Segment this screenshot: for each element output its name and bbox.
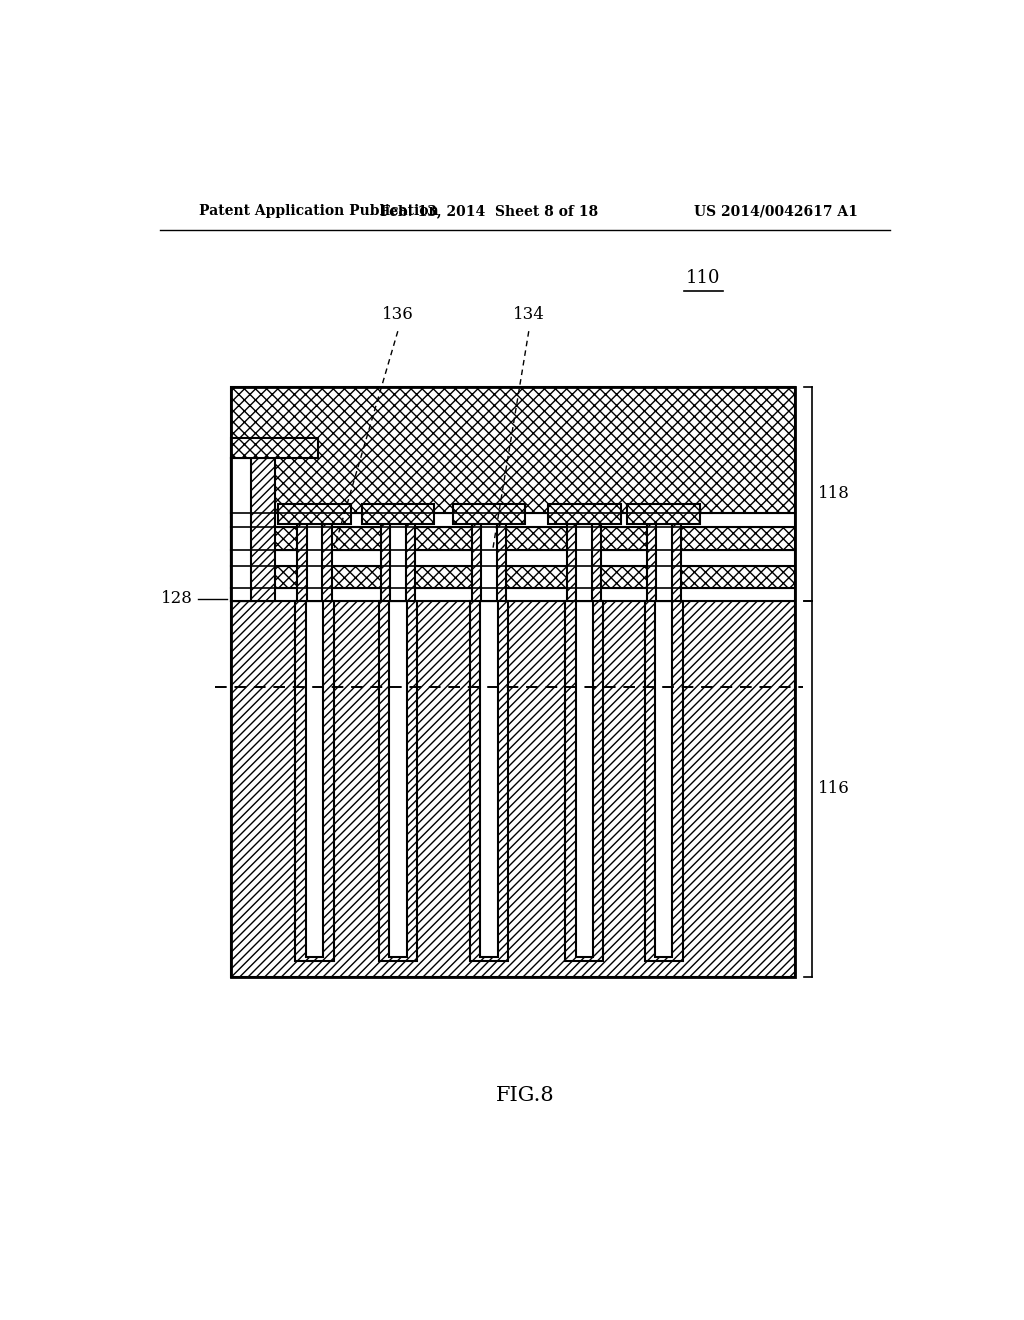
Polygon shape (390, 524, 406, 601)
Text: Feb. 13, 2014  Sheet 8 of 18: Feb. 13, 2014 Sheet 8 of 18 (380, 205, 598, 218)
Polygon shape (655, 601, 673, 957)
Text: 118: 118 (818, 486, 850, 503)
Polygon shape (575, 601, 593, 957)
Polygon shape (231, 513, 795, 528)
Polygon shape (231, 549, 795, 566)
Polygon shape (480, 601, 498, 957)
Polygon shape (548, 504, 621, 524)
Text: 128: 128 (161, 590, 194, 607)
Polygon shape (296, 601, 334, 961)
Polygon shape (231, 387, 795, 513)
Polygon shape (231, 601, 795, 977)
Text: US 2014/0042617 A1: US 2014/0042617 A1 (694, 205, 858, 218)
Polygon shape (231, 589, 795, 601)
Polygon shape (645, 601, 683, 961)
Text: Patent Application Publication: Patent Application Publication (200, 205, 439, 218)
Polygon shape (565, 601, 603, 961)
Polygon shape (231, 438, 318, 458)
Polygon shape (628, 504, 699, 524)
Polygon shape (361, 504, 434, 524)
Polygon shape (577, 524, 592, 601)
Polygon shape (306, 524, 323, 601)
Polygon shape (231, 458, 251, 601)
Text: 134: 134 (513, 306, 545, 323)
Polygon shape (297, 524, 332, 601)
Text: 136: 136 (382, 306, 414, 323)
Polygon shape (655, 524, 672, 601)
Polygon shape (472, 524, 506, 601)
Polygon shape (470, 601, 508, 961)
Text: 116: 116 (818, 780, 850, 797)
Polygon shape (389, 601, 407, 957)
Polygon shape (279, 504, 350, 524)
Text: 110: 110 (686, 269, 721, 288)
Polygon shape (453, 504, 525, 524)
Polygon shape (381, 524, 415, 601)
Polygon shape (231, 528, 795, 549)
Text: FIG.8: FIG.8 (496, 1086, 554, 1105)
Polygon shape (646, 524, 681, 601)
Polygon shape (379, 601, 417, 961)
Polygon shape (231, 458, 274, 601)
Polygon shape (481, 524, 497, 601)
Polygon shape (231, 566, 795, 589)
Polygon shape (567, 524, 601, 601)
Polygon shape (306, 601, 324, 957)
